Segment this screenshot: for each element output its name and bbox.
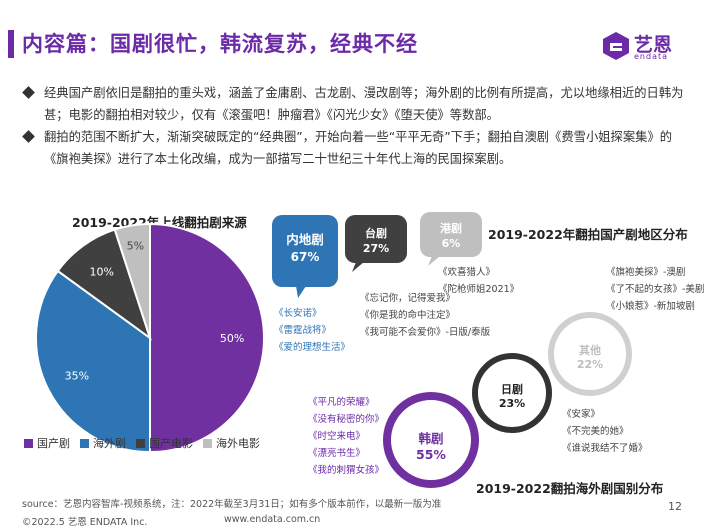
region-chart-title: 2019-2022年翻拍国产剧地区分布 — [488, 227, 688, 242]
pie-slice-label: 5% — [127, 240, 144, 253]
pie-chart-title: 2019-2022年上线翻拍剧来源 — [72, 215, 247, 230]
diamond-bullet-icon — [22, 130, 35, 143]
pie-slice-2 — [56, 228, 152, 341]
legend-item: 国产电影 — [136, 435, 193, 451]
list-item: 《爱的理想生活》 — [274, 342, 351, 353]
pie-slice-label: 50% — [220, 332, 244, 345]
list-item: 《欢喜猎人》 — [438, 267, 496, 278]
region-pct: 67% — [290, 250, 320, 264]
region-bubble-hk: 港剧 6% — [420, 212, 482, 257]
list-item: 《我可能不会爱你》-日版/泰版 — [360, 327, 491, 338]
taiwan-show-list: 《忘记你，记得爱我》 《你是我的命中注定》 《我可能不会爱你》-日版/泰版 — [360, 290, 490, 341]
source-note: source：艺恩内容智库-视频系统，注：2022年截至3月31日；如有多个版本… — [22, 499, 442, 510]
pie-legend: 国产剧 海外剧 国产电影 海外电影 — [24, 435, 260, 451]
list-item: 《平凡的荣耀》 — [308, 397, 375, 408]
list-item: 《小娘惹》-新加坡剧 — [606, 301, 695, 312]
region-bubble-mainland: 内地剧 67% — [272, 215, 338, 287]
list-item: 《你是我的命中注定》 — [360, 310, 456, 321]
legend-swatch — [24, 438, 33, 448]
region-label: 港剧 — [440, 222, 462, 235]
region-bubble-taiwan: 台剧 27% — [345, 215, 407, 263]
logo-text: 艺恩 — [634, 34, 673, 56]
list-item: 《漂亮书生》 — [308, 448, 366, 459]
pie-slice-3 — [113, 222, 151, 339]
list-item: 《不完美的她》 — [562, 426, 629, 437]
endata-logo: 艺恩 endata — [600, 28, 692, 64]
other-show-list: 《旗袍美探》-澳剧 《了不起的女孩》-美剧 《小娘惹》-新加坡剧 — [606, 264, 704, 315]
country-chart-title: 2019-2022翻拍海外剧国别分布 — [476, 481, 664, 496]
legend-label: 国产电影 — [149, 437, 193, 450]
logo-subtext: endata — [634, 52, 669, 61]
list-item: 《陀枪师姐2021》 — [438, 284, 520, 295]
bullet-list: 经典国产剧依旧是翻拍的重头戏，涵盖了金庸剧、古龙剧、漫改剧等；海外剧的比例有所提… — [22, 82, 692, 170]
region-label: 台剧 — [365, 227, 387, 240]
bullet-text: 翻拍的范围不断扩大，渐渐突破既定的“经典圈”，开始向着一些“平平无奇”下手；翻拍… — [44, 130, 673, 166]
country-label: 韩剧 — [418, 431, 444, 446]
list-item: 《我的刺猬女孩》 — [308, 465, 385, 476]
korea-show-list: 《平凡的荣耀》 《没有秘密的你》 《时空来电》 《漂亮书生》 《我的刺猬女孩》 — [308, 394, 384, 479]
country-pct: 55% — [416, 447, 446, 462]
list-item: 《旗袍美探》-澳剧 — [606, 267, 686, 278]
website-link[interactable]: www.endata.com.cn — [224, 514, 321, 525]
list-item: 《了不起的女孩》-美剧 — [606, 284, 705, 295]
pie-slice-1 — [35, 269, 151, 454]
country-circle-japan: 日剧 23% — [472, 353, 552, 433]
legend-swatch — [136, 438, 145, 448]
list-item: 《谁说我结不了婚》 — [562, 443, 648, 454]
legend-label: 海外剧 — [93, 437, 126, 450]
legend-item: 海外电影 — [203, 435, 260, 451]
country-circle-korea: 韩剧 55% — [383, 392, 479, 488]
title-accent-bar — [8, 30, 14, 58]
list-item: 《时空来电》 — [308, 431, 366, 442]
diamond-bullet-icon — [22, 86, 35, 99]
country-pct: 23% — [498, 397, 526, 410]
list-item: 《雷霆战将》 — [274, 325, 332, 336]
bullet-text: 经典国产剧依旧是翻拍的重头戏，涵盖了金庸剧、古龙剧、漫改剧等；海外剧的比例有所提… — [44, 86, 684, 122]
list-item: 《长安诺》 — [274, 308, 322, 319]
hk-show-list: 《欢喜猎人》 《陀枪师姐2021》 — [438, 264, 519, 298]
region-pct: 6% — [441, 237, 461, 250]
region-label: 内地剧 — [286, 232, 324, 247]
page-title: 内容篇：国剧很忙，韩流复苏，经典不经 — [22, 32, 418, 56]
page-number: 12 — [668, 500, 682, 513]
legend-swatch — [80, 438, 89, 448]
japan-show-list: 《安家》 《不完美的她》 《谁说我结不了婚》 — [562, 406, 648, 457]
pie-slice-0 — [149, 222, 265, 454]
pie-slice-label: 10% — [90, 266, 114, 279]
bullet-item: 经典国产剧依旧是翻拍的重头戏，涵盖了金庸剧、古龙剧、漫改剧等；海外剧的比例有所提… — [22, 82, 692, 126]
list-item: 《没有秘密的你》 — [308, 414, 385, 425]
country-label: 日剧 — [501, 383, 523, 396]
list-item: 《安家》 — [562, 409, 601, 420]
pie-slice-label: 35% — [65, 369, 89, 382]
legend-label: 国产剧 — [37, 437, 70, 450]
country-circle-other: 其他 22% — [548, 312, 632, 396]
legend-item: 海外剧 — [80, 435, 126, 451]
bullet-item: 翻拍的范围不断扩大，渐渐突破既定的“经典圈”，开始向着一些“平平无奇”下手；翻拍… — [22, 126, 692, 170]
endata-logo-icon — [603, 32, 629, 60]
region-pct: 27% — [362, 242, 390, 255]
copyright: ©2022.5 艺恩 ENDATA Inc. — [22, 517, 148, 528]
country-pct: 22% — [576, 358, 604, 371]
legend-label: 海外电影 — [216, 437, 260, 450]
legend-swatch — [203, 438, 212, 448]
list-item: 《忘记你，记得爱我》 — [360, 293, 456, 304]
mainland-show-list: 《长安诺》 《雷霆战将》 《爱的理想生活》 — [274, 305, 350, 356]
country-label: 其他 — [579, 344, 601, 357]
legend-item: 国产剧 — [24, 435, 70, 451]
